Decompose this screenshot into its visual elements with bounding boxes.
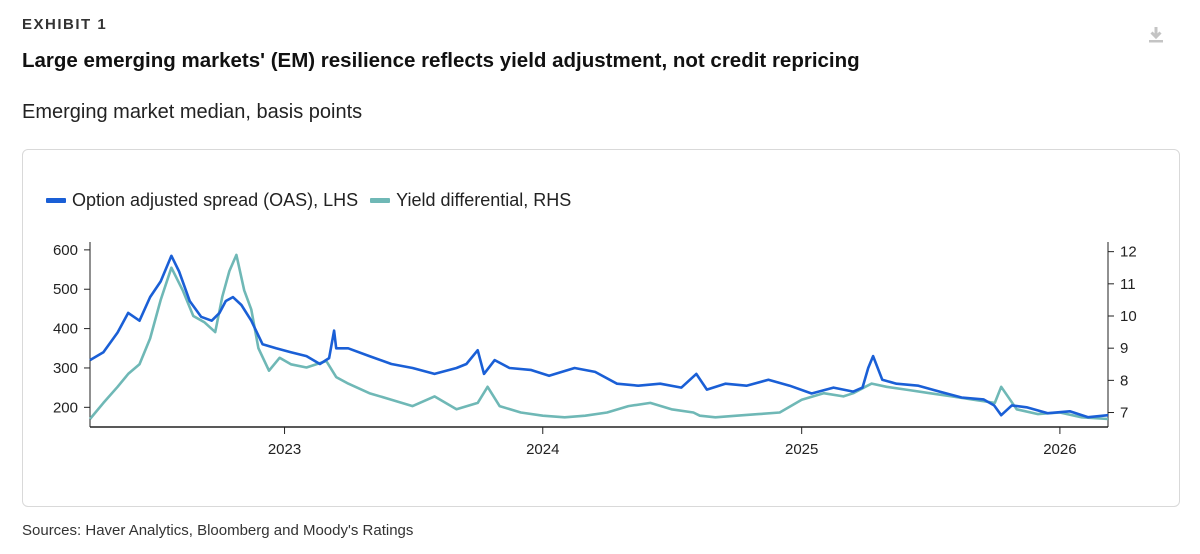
y-right-tick-label: 9	[1120, 340, 1128, 357]
download-icon[interactable]	[1146, 24, 1166, 46]
x-tick-label: 2026	[1043, 441, 1076, 458]
series-line-yield	[89, 253, 1109, 421]
y-right-tick-label: 12	[1120, 244, 1137, 261]
x-tick-label: 2023	[268, 441, 301, 458]
series-line-oas	[89, 254, 1109, 419]
legend-swatch-oas	[46, 198, 66, 203]
legend: Option adjusted spread (OAS), LHS Yield …	[46, 190, 583, 211]
y-left-tick-label: 300	[53, 360, 78, 377]
y-left-tick-label: 400	[53, 321, 78, 338]
legend-item-yield[interactable]: Yield differential, RHS	[370, 190, 571, 211]
y-left-tick-label: 600	[53, 242, 78, 259]
y-right-tick-label: 11	[1120, 276, 1136, 293]
source-note: Sources: Haver Analytics, Bloomberg and …	[22, 522, 414, 539]
legend-item-oas[interactable]: Option adjusted spread (OAS), LHS	[46, 190, 358, 211]
y-right-tick-label: 10	[1120, 308, 1137, 325]
y-right-tick-label: 8	[1120, 372, 1128, 389]
chart-subtitle: Emerging market median, basis points	[22, 101, 363, 123]
chart-title: Large emerging markets' (EM) resilience …	[22, 49, 860, 72]
y-left-tick-label: 200	[53, 399, 78, 416]
legend-swatch-yield	[370, 198, 391, 203]
x-tick-label: 2024	[526, 441, 559, 458]
y-left-tick-label: 500	[53, 281, 78, 298]
legend-label-oas: Option adjusted spread (OAS), LHS	[72, 190, 359, 210]
exhibit-label: EXHIBIT 1	[22, 16, 108, 33]
legend-label-yield: Yield differential, RHS	[396, 190, 572, 210]
x-tick-label: 2025	[785, 441, 818, 458]
y-right-tick-label: 7	[1120, 405, 1128, 422]
